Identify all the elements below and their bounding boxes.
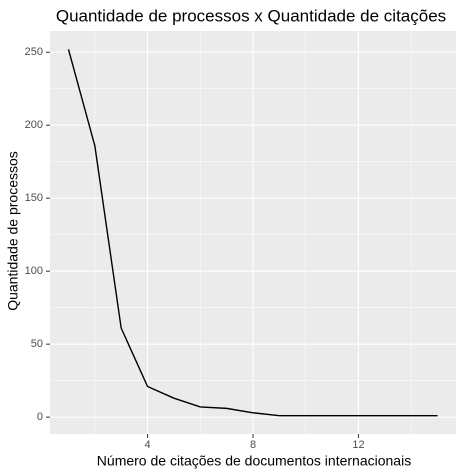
x-tick-label: 8 xyxy=(250,439,256,451)
chart-title: Quantidade de processos x Quantidade de … xyxy=(56,6,446,25)
x-tick-label: 12 xyxy=(352,439,364,451)
y-tick-label: 150 xyxy=(25,192,43,204)
y-tick-label: 250 xyxy=(25,46,43,58)
y-tick-label: 100 xyxy=(25,265,43,277)
y-tick-label: 0 xyxy=(37,411,43,423)
data-line xyxy=(67,49,438,417)
y-axis-label: Quantidade de processos xyxy=(5,151,21,311)
y-tick-label: 200 xyxy=(25,119,43,131)
x-axis-label: Número de citações de documentos interna… xyxy=(97,453,411,469)
y-tick-label: 50 xyxy=(31,338,43,350)
x-tick-label: 4 xyxy=(144,439,150,451)
